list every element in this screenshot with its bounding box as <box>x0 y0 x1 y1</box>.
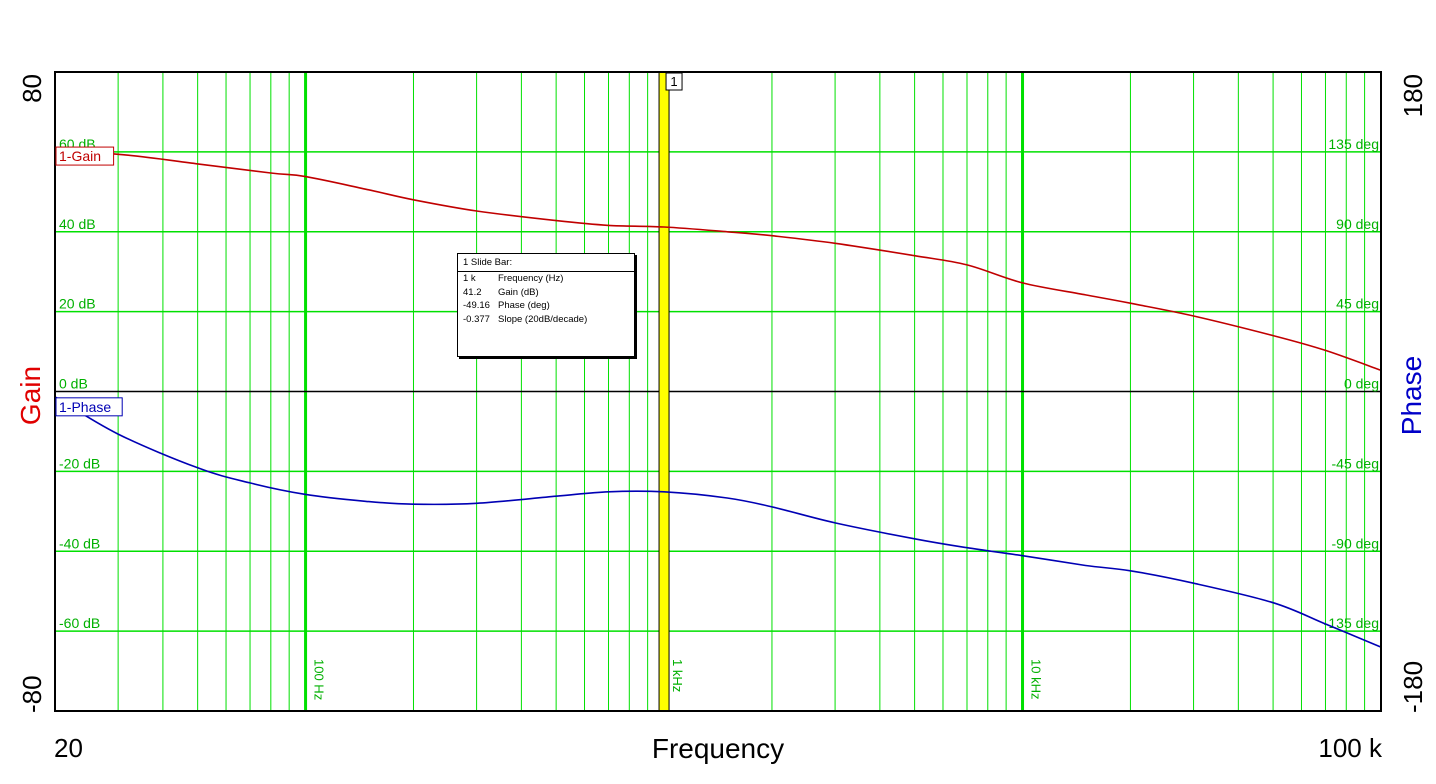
series-tag-box <box>55 397 123 417</box>
slide-bar-value: 41.2 <box>463 286 482 298</box>
slide-bar-row: 1 k Frequency (Hz) <box>458 272 634 286</box>
right-tick-label: 135 deg <box>1328 136 1379 152</box>
decade-label: 1 kHz <box>670 659 685 692</box>
right-axis-min: -180 <box>1398 661 1428 713</box>
slide-bar-label: Gain (dB) <box>498 286 539 298</box>
left-tick-label: -20 dB <box>59 455 100 471</box>
x-axis-max: 100 k <box>1318 733 1383 763</box>
left-axis-label: Gain <box>15 366 46 425</box>
right-axis-label: Phase <box>1396 356 1427 435</box>
right-tick-label: 45 deg <box>1336 296 1379 312</box>
decade-labels: 100 Hz 1 kHz 10 kHz <box>312 659 1044 700</box>
cursor-tag-label: 1 <box>670 74 677 89</box>
slide-bar-title: 1 Slide Bar: <box>458 254 634 272</box>
slide-bar-value: -49.16 <box>463 300 490 311</box>
slide-bar-label: Phase (deg) <box>498 300 550 311</box>
series-tag-box <box>55 146 115 166</box>
slide-bar-label: Frequency (Hz) <box>498 273 564 284</box>
slide-bar-row: -49.16 Phase (deg) <box>458 299 634 313</box>
cursor-bar <box>659 72 670 711</box>
series-tag-label: 1-Phase <box>59 399 111 415</box>
x-axis-label: Frequency <box>652 733 784 764</box>
right-tick-label: 0 deg <box>1344 376 1379 392</box>
slide-bar-label: Slope (20dB/decade) <box>498 313 588 325</box>
x-axis-min: 20 <box>54 733 83 763</box>
series-tag-label: 1-Gain <box>59 148 101 164</box>
cursor[interactable]: 1 <box>658 72 683 711</box>
left-tick-label: 0 dB <box>59 376 88 392</box>
right-axis-max: 180 <box>1398 74 1428 117</box>
decade-label: 10 kHz <box>1029 659 1044 699</box>
right-tick-label: -45 deg <box>1332 455 1379 471</box>
left-axis-min: -80 <box>17 675 47 713</box>
right-tick-label: -135 deg <box>1324 615 1379 631</box>
right-tick-label: 90 deg <box>1336 216 1379 232</box>
series-tags: 1-Gain 1-Phase <box>55 146 123 417</box>
slide-bar-row: 41.2 Gain (dB) <box>458 286 634 300</box>
left-tick-label: 20 dB <box>59 296 96 312</box>
slide-bar-value: 1 k <box>463 273 476 284</box>
phase-line <box>54 396 1382 648</box>
right-tick-label: -90 deg <box>1332 535 1379 551</box>
slide-bar-value: -0.377 <box>463 313 490 325</box>
slide-bar-readout[interactable]: 1 Slide Bar: 1 k Frequency (Hz) 41.2 Gai… <box>457 253 635 357</box>
left-axis-max: 80 <box>17 74 47 103</box>
left-tick-label: -40 dB <box>59 535 100 551</box>
left-tick-label: 40 dB <box>59 216 96 232</box>
gain-line <box>54 152 1382 372</box>
plot-frame <box>54 71 1382 712</box>
slide-bar-row: -0.377 Slope (20dB/decade) <box>458 313 634 327</box>
grid <box>55 72 1381 711</box>
series-lines <box>54 152 1382 648</box>
decade-label: 100 Hz <box>312 659 327 700</box>
left-tick-label: -60 dB <box>59 615 100 631</box>
